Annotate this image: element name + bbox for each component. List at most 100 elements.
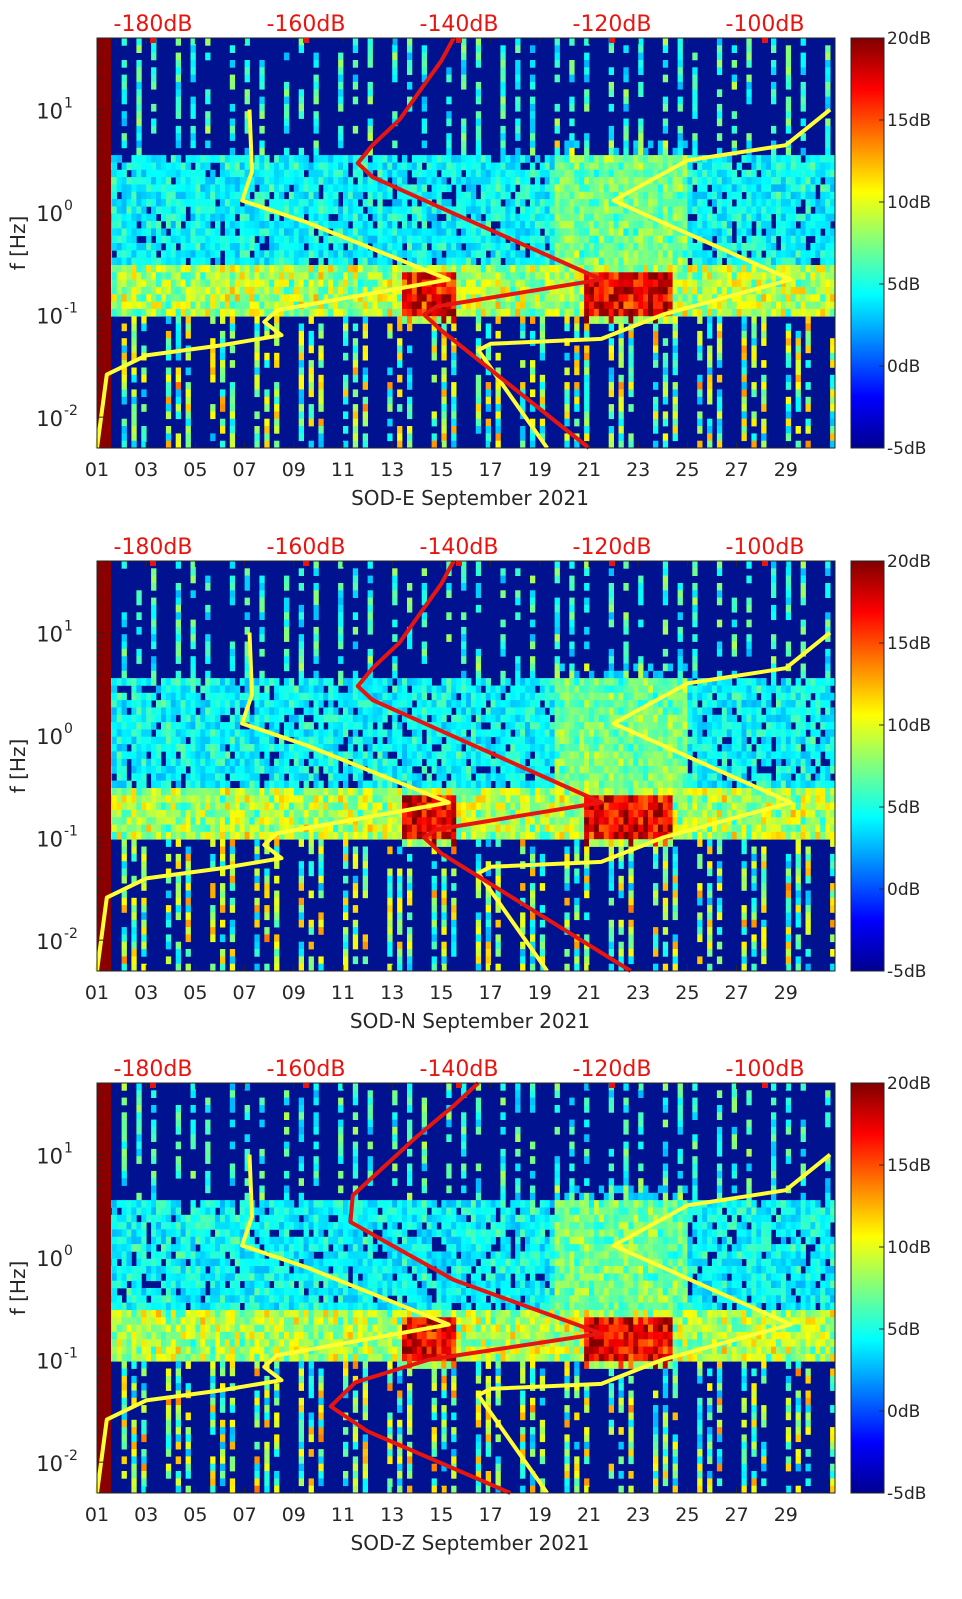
top-axis-label: -140dB (420, 12, 499, 37)
top-axis-tick (150, 38, 156, 43)
top-axis-tick (303, 1083, 309, 1088)
top-axis-label: -180dB (114, 1057, 193, 1082)
x-axis-label: SOD-E September 2021 (351, 486, 589, 510)
x-tick-label: 15 (429, 1504, 453, 1526)
top-axis-tick (303, 38, 309, 43)
x-tick-label: 19 (528, 982, 552, 1004)
x-tick-label: 27 (725, 982, 749, 1004)
colorbar-tick-label: 0dB (887, 1402, 920, 1422)
top-axis-tick (456, 38, 462, 43)
y-tick-label: 10 (36, 202, 63, 226)
x-tick-label: 15 (429, 459, 453, 481)
yellow-model-curve (476, 108, 832, 450)
x-tick-label: 13 (380, 982, 404, 1004)
y-tick-label: 10 (36, 828, 63, 852)
top-axis-label: -120dB (573, 1057, 652, 1082)
x-tick-label: 07 (233, 459, 257, 481)
top-axis-tick (762, 561, 768, 566)
top-axis-label: -140dB (420, 1057, 499, 1082)
y-tick-label: 10 (36, 1145, 63, 1169)
colorbar-tick-label: 0dB (887, 880, 920, 900)
top-axis-label: -140dB (420, 535, 499, 560)
x-tick-label: 07 (233, 1504, 257, 1526)
colorbar-tick-label: 20dB (887, 29, 931, 49)
y-tick-label: 10 (36, 100, 63, 124)
top-axis-label: -120dB (573, 535, 652, 560)
top-axis-tick (150, 1083, 156, 1088)
colorbar: 20dB 15dB 10dB 5dB 0dB -5dB (850, 1074, 931, 1504)
top-axis-label: -120dB (573, 12, 652, 37)
top-axis-tick (609, 1083, 615, 1088)
x-tick-label: 11 (331, 1504, 355, 1526)
heatmap-texture (97, 38, 836, 449)
top-axis-tick (609, 38, 615, 43)
x-tick-label: 17 (479, 1504, 503, 1526)
x-tick-label: 09 (282, 982, 306, 1004)
red-noise-curve (355, 37, 604, 450)
colorbar-tick-label: 20dB (887, 1074, 931, 1094)
x-tick-label: 01 (85, 459, 109, 481)
x-tick-label: 17 (479, 982, 503, 1004)
y-tick-exponent: 1 (64, 96, 73, 112)
x-tick-label: 25 (675, 1504, 699, 1526)
x-tick-label: 23 (626, 1504, 650, 1526)
x-tick-label: 09 (282, 459, 306, 481)
top-axis-label: -180dB (114, 535, 193, 560)
y-tick-exponent: -1 (64, 301, 78, 317)
y-tick-exponent: -2 (64, 1448, 78, 1464)
x-tick-label: 27 (725, 1504, 749, 1526)
top-axis-label: -160dB (267, 12, 346, 37)
x-axis-label: SOD-Z September 2021 (351, 1531, 590, 1555)
x-tick-label: 03 (134, 1504, 158, 1526)
x-tick-label: 21 (577, 1504, 601, 1526)
x-tick-label: 09 (282, 1504, 306, 1526)
colorbar: 20dB 15dB 10dB 5dB 0dB -5dB (850, 29, 931, 459)
y-tick-label: 10 (36, 623, 63, 647)
y-axis-label: f [Hz] (6, 1261, 30, 1316)
x-tick-label: 17 (479, 459, 503, 481)
colorbar-tick-label: 5dB (887, 1320, 920, 1340)
x-tick-label: 03 (134, 982, 158, 1004)
y-tick-label: 10 (36, 725, 63, 749)
x-tick-label: 05 (183, 982, 207, 1004)
colorbar-tick-label: 10dB (887, 1238, 931, 1258)
x-tick-label: 29 (774, 982, 798, 1004)
x-tick-label: 13 (380, 1504, 404, 1526)
top-axis-tick (303, 561, 309, 566)
x-tick-label: 05 (183, 1504, 207, 1526)
colorbar-tick-label: 0dB (887, 357, 920, 377)
top-axis-label: -180dB (114, 12, 193, 37)
colorbar-gradient (850, 560, 885, 972)
y-tick-exponent: -1 (64, 824, 78, 840)
y-tick-label: 10 (36, 407, 63, 431)
colorbar-tick-label: 15dB (887, 111, 931, 131)
y-tick-label: 10 (36, 1247, 63, 1271)
y-axis-label: f [Hz] (6, 739, 30, 794)
y-tick-label: 10 (36, 1452, 63, 1476)
x-tick-label: 23 (626, 982, 650, 1004)
x-tick-label: 23 (626, 459, 650, 481)
red-noise-curve (328, 1081, 604, 1495)
top-axis-label: -100dB (726, 12, 805, 37)
yellow-model-curve (95, 632, 451, 972)
red-noise-curve (355, 560, 632, 973)
x-tick-label: 29 (774, 459, 798, 481)
y-tick-exponent: 1 (64, 619, 73, 635)
y-axis-label: f [Hz] (6, 216, 30, 271)
top-axis-tick (150, 561, 156, 566)
top-axis-label: -160dB (267, 535, 346, 560)
y-tick-label: 10 (36, 1350, 63, 1374)
colorbar-tick-label: 5dB (887, 798, 920, 818)
colorbar-tick-label: 15dB (887, 1156, 931, 1176)
colorbar: 20dB 15dB 10dB 5dB 0dB -5dB (850, 552, 931, 982)
x-tick-label: 27 (725, 459, 749, 481)
x-tick-label: 25 (675, 459, 699, 481)
colorbar-tick-label: -5dB (887, 439, 926, 459)
colorbar-tick-label: 10dB (887, 193, 931, 213)
x-tick-label: 11 (331, 459, 355, 481)
top-axis-tick (762, 38, 768, 43)
y-tick-label: 10 (36, 930, 63, 954)
x-tick-label: 01 (85, 1504, 109, 1526)
